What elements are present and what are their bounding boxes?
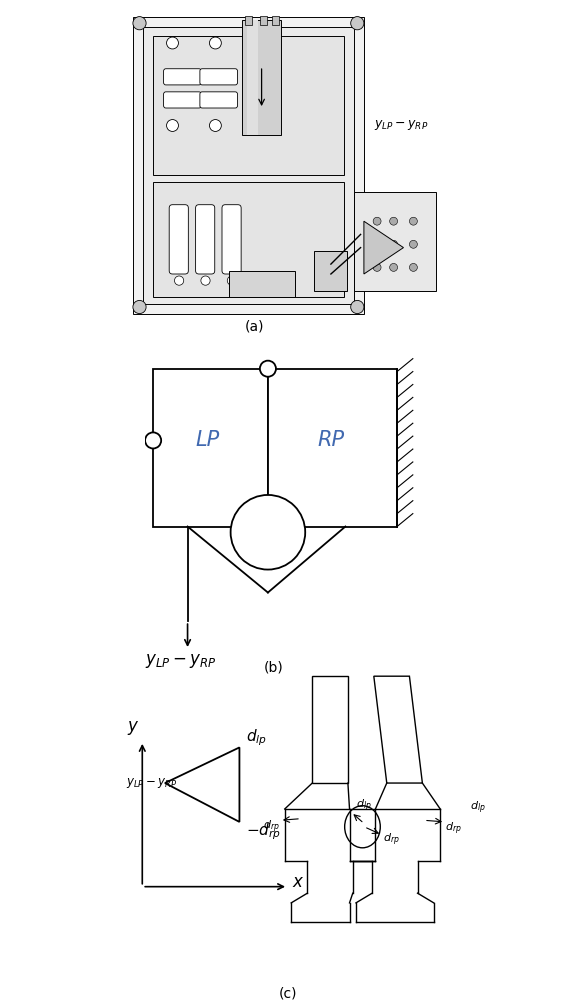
Bar	[153, 369, 268, 527]
Circle shape	[133, 300, 146, 314]
Text: (b): (b)	[264, 660, 283, 674]
Circle shape	[389, 240, 397, 248]
FancyBboxPatch shape	[200, 92, 237, 108]
Ellipse shape	[344, 806, 380, 848]
Text: $d_{lp}$: $d_{lp}$	[246, 727, 267, 748]
Text: $y_{LP}-y_{RP}$: $y_{LP}-y_{RP}$	[145, 652, 216, 670]
Text: $-d_{rp}$: $-d_{rp}$	[246, 821, 281, 842]
Polygon shape	[165, 747, 240, 822]
Bar	[245, 16, 252, 25]
Text: LP: LP	[195, 430, 220, 450]
Circle shape	[373, 240, 381, 248]
Circle shape	[166, 120, 179, 131]
Bar	[260, 16, 267, 25]
Circle shape	[410, 240, 418, 248]
Circle shape	[389, 217, 397, 225]
Text: (a): (a)	[245, 319, 265, 333]
Circle shape	[230, 495, 305, 570]
Bar	[247, 20, 258, 135]
Circle shape	[145, 432, 161, 448]
FancyBboxPatch shape	[200, 69, 237, 85]
Bar	[153, 182, 344, 297]
Polygon shape	[374, 676, 422, 783]
Text: $d_{rp}$: $d_{rp}$	[263, 819, 280, 835]
Circle shape	[260, 361, 276, 377]
Circle shape	[228, 276, 237, 285]
Text: $d_{lp}$: $d_{lp}$	[469, 799, 486, 816]
Text: RP: RP	[317, 430, 344, 450]
Circle shape	[133, 17, 146, 30]
Text: $y_{LP}-y_{RP}$: $y_{LP}-y_{RP}$	[374, 118, 428, 132]
Circle shape	[351, 17, 364, 30]
Polygon shape	[354, 192, 437, 290]
FancyBboxPatch shape	[222, 205, 241, 274]
Circle shape	[373, 263, 381, 271]
Circle shape	[351, 300, 364, 314]
Text: $y_{LP}-y_{RP}$: $y_{LP}-y_{RP}$	[126, 776, 177, 790]
Circle shape	[210, 120, 221, 131]
Bar	[143, 26, 354, 304]
Polygon shape	[364, 221, 404, 274]
FancyBboxPatch shape	[169, 205, 188, 274]
FancyBboxPatch shape	[164, 69, 201, 85]
Text: $d_{lp}$: $d_{lp}$	[356, 798, 372, 814]
Circle shape	[166, 37, 179, 49]
Text: $d_{rp}$: $d_{rp}$	[383, 832, 400, 848]
Bar	[312, 676, 348, 783]
Circle shape	[373, 217, 381, 225]
FancyBboxPatch shape	[164, 92, 201, 108]
Bar	[314, 251, 347, 290]
Bar	[153, 36, 344, 175]
Bar	[133, 17, 364, 314]
Circle shape	[175, 276, 184, 285]
Circle shape	[410, 263, 418, 271]
Circle shape	[201, 276, 210, 285]
Bar	[242, 20, 282, 135]
Text: $d_{rp}$: $d_{rp}$	[445, 820, 461, 837]
Circle shape	[210, 37, 221, 49]
Bar	[268, 369, 397, 527]
Circle shape	[389, 263, 397, 271]
FancyBboxPatch shape	[196, 205, 215, 274]
Text: y: y	[128, 717, 138, 735]
Text: (c): (c)	[279, 987, 297, 1000]
Circle shape	[410, 217, 418, 225]
Bar	[229, 271, 294, 297]
Text: x: x	[293, 873, 302, 891]
Bar	[271, 16, 279, 25]
